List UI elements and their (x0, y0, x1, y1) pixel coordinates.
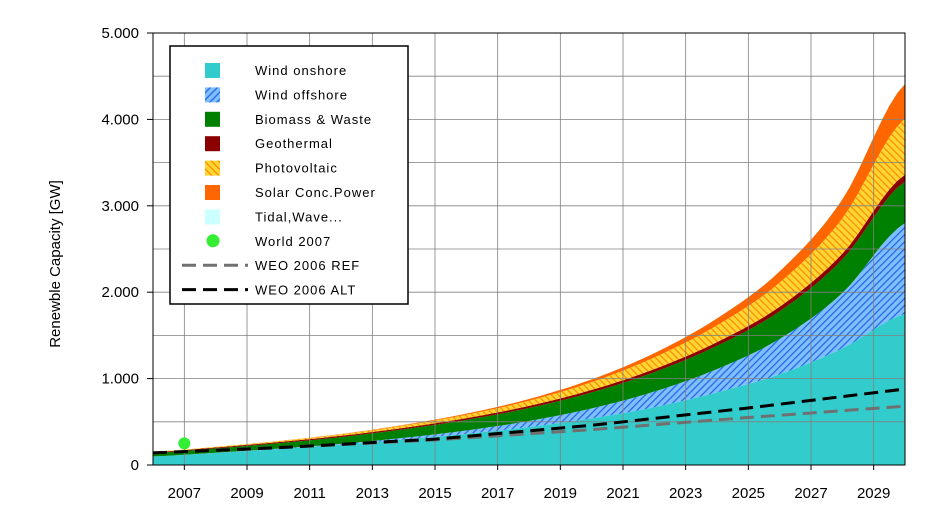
x-tick-label: 2029 (857, 485, 890, 502)
legend-swatch (205, 160, 220, 176)
point-world-2007 (178, 437, 191, 450)
x-tick-label: 2019 (544, 485, 577, 502)
x-tick-label: 2027 (794, 485, 827, 502)
x-tick-label: 2023 (669, 485, 702, 502)
y-axis-label: Renewble Capacity [GW] (47, 180, 64, 348)
legend-label: Wind onshore (255, 63, 347, 78)
legend-label: Biomass & Waste (255, 112, 372, 127)
x-tick-label: 2013 (356, 485, 389, 502)
legend-swatch (205, 185, 220, 200)
x-tick-label: 2021 (606, 485, 639, 502)
legend-label: Geothermal (255, 136, 333, 151)
x-tick-label: 2017 (481, 485, 514, 502)
legend-label: Solar Conc.Power (255, 185, 376, 200)
legend-swatch (206, 234, 220, 248)
x-tick-label: 2011 (294, 485, 326, 502)
legend-label: Photovoltaic (255, 161, 338, 176)
line-weo-2006-alt (152, 387, 906, 455)
area-layers (153, 82, 905, 465)
legend-label: Tidal,Wave... (255, 209, 343, 224)
data-points (178, 437, 191, 450)
y-tick-label: 4.000 (101, 111, 139, 128)
legend-label: Wind offshore (255, 87, 348, 102)
x-tick-label: 2009 (230, 485, 263, 502)
y-tick-label: 3.000 (101, 198, 139, 215)
x-tick-label: 2015 (418, 485, 451, 502)
plot-frame (152, 32, 906, 466)
legend-label: WEO 2006 ALT (255, 283, 356, 298)
line-weo-2006-ref (152, 404, 906, 455)
legend-swatch (205, 209, 220, 225)
y-tick-label: 5.000 (101, 25, 139, 42)
legend: Wind onshore Wind offshore Biomass & Waste… (169, 45, 409, 305)
reference-lines (152, 387, 906, 455)
area-wind-onshore (153, 313, 905, 465)
y-tick-label: 1.000 (101, 371, 139, 388)
legend-swatch (205, 87, 220, 103)
legend-label: World 2007 (255, 234, 331, 249)
legend-label: WEO 2006 REF (255, 258, 360, 273)
legend-swatch (205, 111, 220, 127)
legend-swatch (205, 136, 220, 152)
y-axis-ticks: 0 1.000 2.000 3.000 4.000 5.000 (101, 25, 153, 474)
y-tick-label: 0 (131, 457, 139, 474)
x-tick-label: 2025 (732, 485, 765, 502)
x-tick-label: 2007 (168, 485, 201, 502)
legend-swatch (205, 63, 220, 78)
y-tick-label: 2.000 (101, 284, 139, 301)
x-axis-ticks: 2007 2009 2011 2013 2015 2017 2019 2021 2023 2025… (168, 465, 890, 502)
